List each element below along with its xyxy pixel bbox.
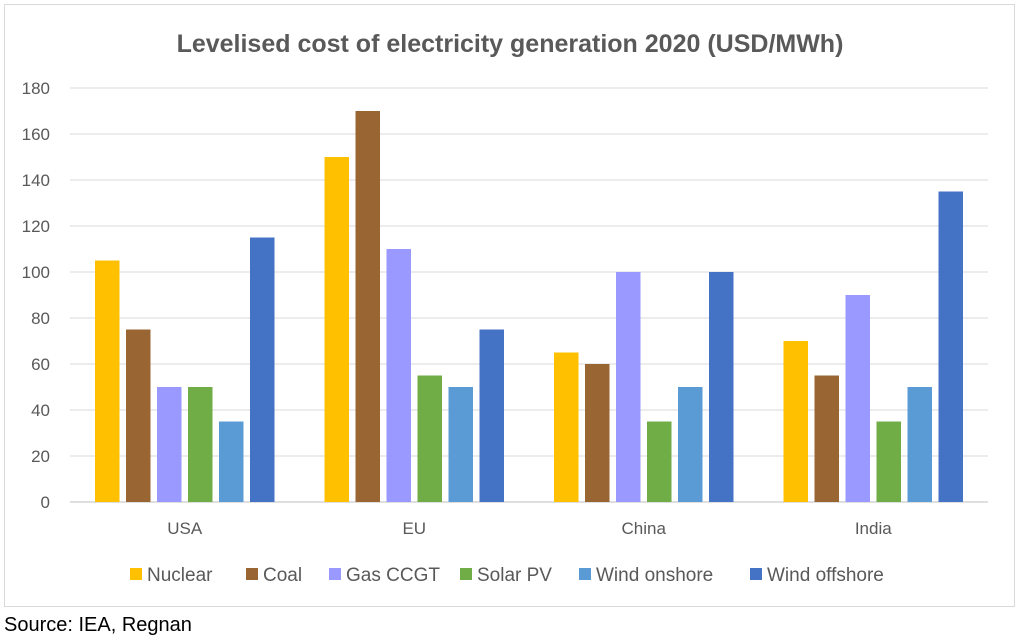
bar: [616, 272, 641, 502]
y-tick-label: 80: [31, 309, 50, 328]
legend-swatch: [329, 568, 341, 580]
legend-label: Nuclear: [147, 565, 213, 586]
chart-title: Levelised cost of electricity generation…: [177, 30, 844, 58]
bar: [709, 272, 734, 502]
bar: [585, 364, 610, 502]
legend-label: Solar PV: [477, 565, 552, 586]
bar: [95, 260, 120, 502]
bar: [250, 237, 275, 502]
bars: [95, 111, 963, 502]
y-tick-label: 20: [31, 447, 50, 466]
legend-label: Gas CCGT: [346, 565, 440, 586]
legend: Nuclear Coal Gas CCGT Solar PV Wind onshore W…: [130, 565, 884, 586]
bar: [814, 375, 839, 502]
bar: [355, 111, 380, 502]
legend-label: Wind offshore: [767, 565, 884, 586]
y-tick-label: 180: [22, 79, 50, 98]
y-tick-label: 100: [22, 263, 50, 282]
bar: [417, 375, 442, 502]
bar: [845, 295, 870, 502]
x-tick-label: China: [622, 519, 667, 538]
source-note: Source: IEA, Regnan: [4, 614, 192, 636]
legend-label: Wind onshore: [596, 565, 713, 586]
y-tick-label: 0: [41, 493, 50, 512]
y-axis-ticks: 0 20 40 60 80 100 120 140 160 180: [22, 79, 50, 512]
y-tick-label: 60: [31, 355, 50, 374]
legend-swatch: [460, 568, 472, 580]
legend-swatch: [130, 568, 142, 580]
x-tick-label: USA: [167, 519, 203, 538]
bar: [386, 249, 411, 502]
bar: [783, 341, 808, 502]
bar: [448, 387, 473, 502]
bar: [938, 191, 963, 502]
bar: [219, 421, 244, 502]
bar: [324, 157, 349, 502]
bar: [554, 352, 579, 502]
y-tick-label: 40: [31, 401, 50, 420]
y-tick-label: 140: [22, 171, 50, 190]
bar-chart: Levelised cost of electricity generation…: [22, 30, 988, 586]
bar: [479, 329, 504, 502]
x-tick-label: India: [855, 519, 892, 538]
x-axis-ticks: USA EU China India: [167, 519, 892, 538]
legend-swatch: [579, 568, 591, 580]
y-tick-label: 160: [22, 125, 50, 144]
y-tick-label: 120: [22, 217, 50, 236]
legend-label: Coal: [263, 565, 302, 586]
legend-swatch: [750, 568, 762, 580]
bar: [876, 421, 901, 502]
bar: [188, 387, 213, 502]
legend-swatch: [246, 568, 258, 580]
bar: [907, 387, 932, 502]
bar: [126, 329, 151, 502]
x-tick-label: EU: [402, 519, 426, 538]
bar: [157, 387, 182, 502]
bar: [678, 387, 703, 502]
bar: [647, 421, 672, 502]
